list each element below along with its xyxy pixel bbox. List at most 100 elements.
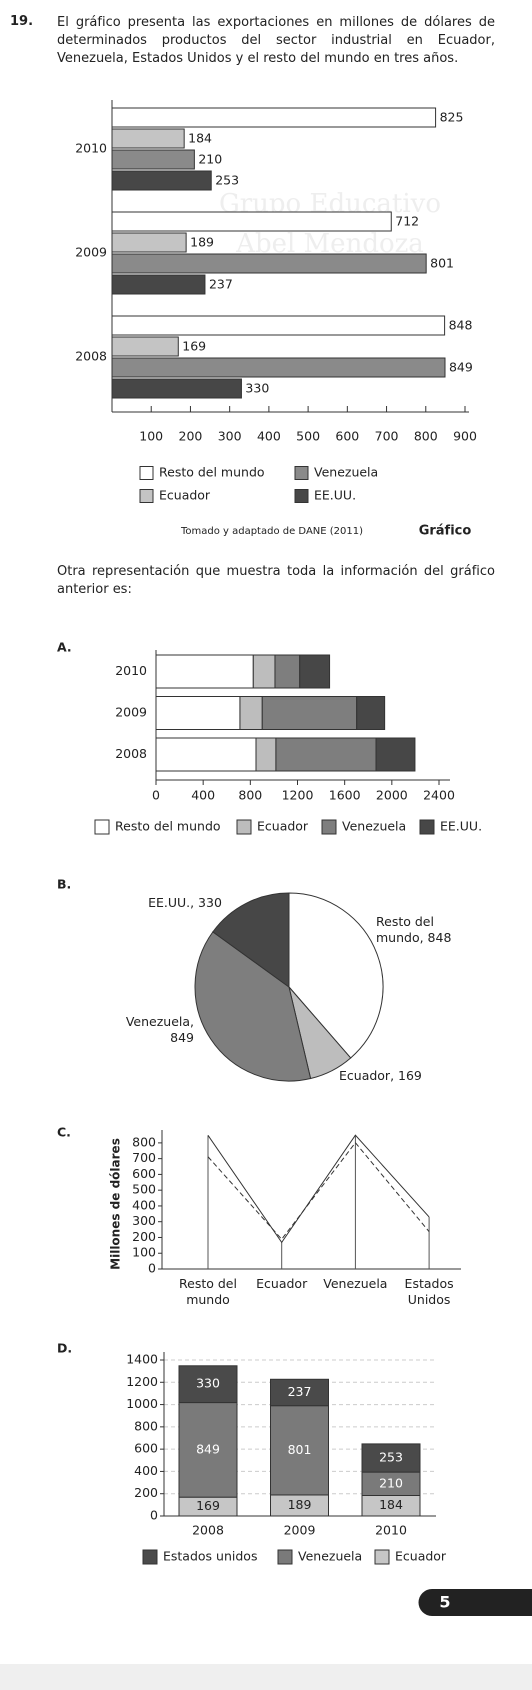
legend-swatch <box>139 489 154 503</box>
slice-label-box: Venezuela, 849 <box>126 1014 194 1045</box>
bar <box>111 357 446 378</box>
x-tick-label: 300 <box>218 429 242 444</box>
x-tick-label-box: Resto del mundo <box>179 1276 237 1307</box>
slice-label-box: Ecuador, 169 <box>339 1068 422 1083</box>
legend-label: Venezuela <box>342 819 406 834</box>
legend-label: Venezuela <box>314 465 378 480</box>
legend-label: Venezuela <box>298 1549 362 1564</box>
y-tick-label: 0 <box>148 1261 156 1276</box>
y-tick-label: 300 <box>132 1213 156 1228</box>
x-tick-label: 2000 <box>376 788 408 803</box>
category-label: 2010 <box>75 141 107 156</box>
value-label: 825 <box>440 110 464 125</box>
y-tick-label: 400 <box>132 1197 156 1212</box>
bar-segment <box>255 737 277 772</box>
legend-swatch <box>277 1549 293 1565</box>
bar-segment <box>178 1402 238 1498</box>
x-tick-label: 2008 <box>192 1523 224 1538</box>
slice-label: Resto del mundo, 848 <box>376 914 452 945</box>
legend-label: Ecuador <box>395 1549 447 1564</box>
line-series <box>207 1141 430 1240</box>
x-tick-label: 700 <box>375 429 399 444</box>
y-tick-label: 200 <box>132 1229 156 1244</box>
y-tick-label: 0 <box>150 1508 158 1523</box>
y-axis-title: Millones de dólares <box>109 1138 123 1270</box>
value-label: 330 <box>245 381 269 396</box>
value-label: 169 <box>196 1498 220 1513</box>
legend-swatch <box>142 1549 158 1565</box>
value-label: 849 <box>449 360 473 375</box>
legend-swatch <box>374 1549 390 1565</box>
x-tick-label: 100 <box>139 429 163 444</box>
option-label: C. <box>57 1125 71 1140</box>
pie-slice <box>212 892 290 988</box>
x-tick-label: 2010 <box>375 1523 407 1538</box>
bar-segment <box>361 1443 421 1473</box>
y-tick-label: 100 <box>132 1245 156 1260</box>
y-tick-label: 800 <box>132 1134 156 1149</box>
category-label: 2008 <box>115 746 147 761</box>
x-tick-label: 400 <box>257 429 281 444</box>
value-label: 801 <box>430 256 454 271</box>
bar-segment <box>155 696 241 730</box>
option-label: D. <box>57 1341 72 1356</box>
x-tick-label: 900 <box>453 429 477 444</box>
bar-segment <box>356 696 386 730</box>
x-tick-label: 500 <box>296 429 320 444</box>
x-tick-label: 1200 <box>282 788 314 803</box>
bar-segment <box>178 1365 238 1404</box>
bar <box>111 170 212 191</box>
x-tick-label: 800 <box>238 788 262 803</box>
bar-segment <box>299 654 331 689</box>
legend-label: Estados unidos <box>163 1549 257 1564</box>
page-number: 5 <box>439 1593 450 1612</box>
category-label: 2009 <box>75 245 107 260</box>
bar-segment <box>275 737 377 772</box>
slice-label: Ecuador, 169 <box>339 1068 422 1083</box>
category-label: 2010 <box>115 663 147 678</box>
x-tick-label: 0 <box>152 788 160 803</box>
source-note: Tomado y adaptado de DANE (2011) <box>180 526 363 537</box>
legend-swatch <box>419 819 435 835</box>
slice-label-box: EE.UU., 330 <box>148 895 222 910</box>
bar <box>111 211 392 232</box>
x-tick-label: Resto del mundo <box>179 1276 237 1307</box>
bar <box>111 315 446 336</box>
bar-segment <box>155 737 257 772</box>
value-label: 210 <box>379 1475 403 1490</box>
pie-slice <box>194 931 312 1082</box>
bar <box>111 232 187 253</box>
y-tick-label: 1200 <box>126 1374 158 1389</box>
x-tick-label: 2009 <box>284 1523 316 1538</box>
x-tick-label: 2400 <box>423 788 455 803</box>
x-tick-label: 200 <box>179 429 203 444</box>
question-number: 19. <box>10 14 34 29</box>
legend-label: Resto del mundo <box>159 465 265 480</box>
value-label: 253 <box>215 173 239 188</box>
legend-swatch <box>236 819 252 835</box>
option-label: A. <box>57 640 72 655</box>
x-tick-label: 800 <box>414 429 438 444</box>
y-tick-label: 600 <box>134 1441 158 1456</box>
x-tick-label: Ecuador <box>256 1276 308 1291</box>
bar <box>111 274 206 295</box>
legend-label: EE.UU. <box>440 819 482 834</box>
slice-label-box: Resto del mundo, 848 <box>376 914 452 945</box>
bar-segment <box>270 1378 329 1407</box>
line-series <box>207 1134 430 1244</box>
legend-label: Resto del mundo <box>115 819 221 834</box>
x-tick-label-box: Venezuela <box>323 1276 387 1291</box>
y-tick-label: 400 <box>134 1463 158 1478</box>
x-tick-label: 400 <box>191 788 215 803</box>
x-tick-label: 600 <box>335 429 359 444</box>
y-tick-label: 500 <box>132 1182 156 1197</box>
bar <box>111 378 242 399</box>
value-label: 849 <box>196 1441 220 1456</box>
value-label: 210 <box>198 152 222 167</box>
bar-segment <box>274 654 301 689</box>
slice-label: EE.UU., 330 <box>148 895 222 910</box>
bar <box>111 253 427 274</box>
bar-segment <box>261 696 358 730</box>
